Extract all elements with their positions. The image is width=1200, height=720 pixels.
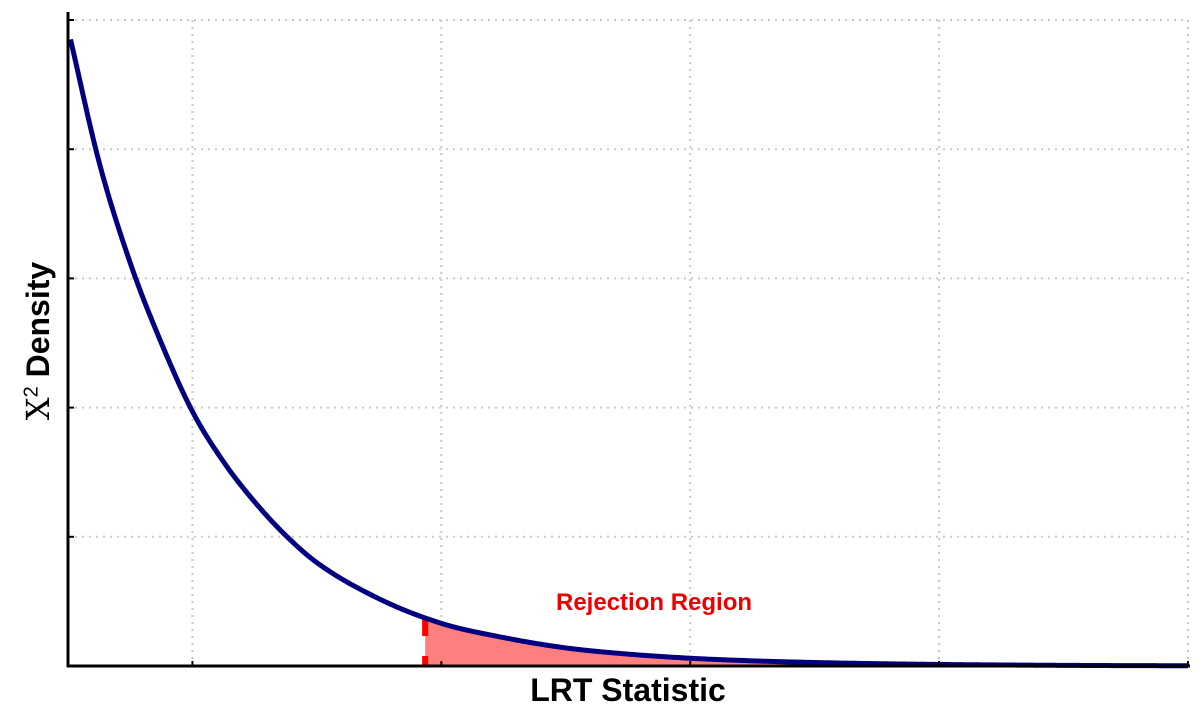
y-axis-label-text: Density (20, 261, 56, 378)
x-axis-label: LRT Statistic (530, 672, 726, 708)
y-axis-label-superscript: 2 (20, 386, 43, 398)
density-curve (68, 38, 1189, 669)
y-axis-label: X2 Density (19, 262, 57, 420)
y-axis-label-symbol: X (19, 397, 57, 421)
rejection-region-label: Rejection Region (556, 589, 753, 616)
